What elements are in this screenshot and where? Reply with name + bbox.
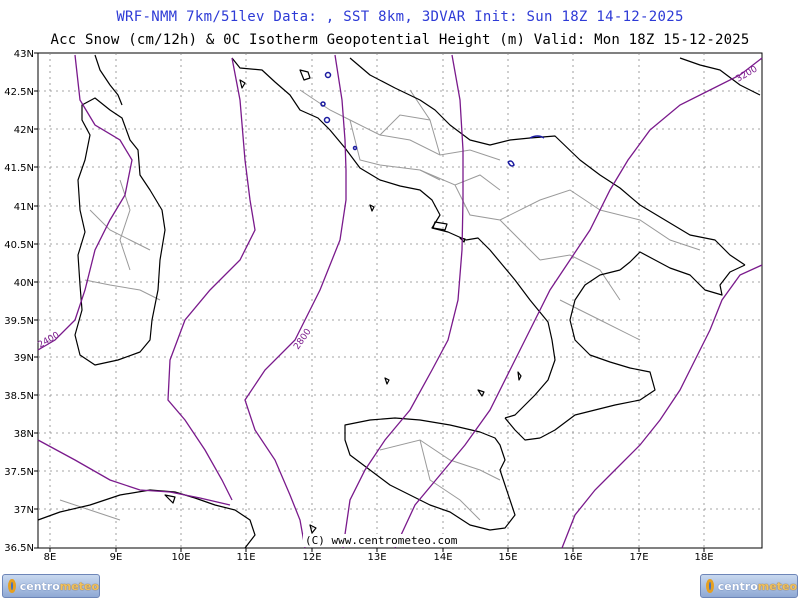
centrometeo-logo-right[interactable]: centro meteo [700, 574, 798, 598]
map-frame [37, 52, 763, 549]
lat-label: 40N [14, 278, 34, 289]
lat-label: 41.5N [4, 163, 34, 174]
isotherm-contours [37, 54, 763, 549]
lat-label: 40.5N [4, 240, 34, 251]
logo-globe-icon [706, 579, 714, 593]
lon-label: 17E [629, 552, 648, 563]
lon-label: 8E [44, 552, 57, 563]
title-field-info: Acc Snow (cm/12h) & 0C Isotherm Geopoten… [50, 32, 750, 48]
lon-label: 15E [498, 552, 517, 563]
longitude-labels: 8E 9E 10E 11E 12E 13E 14E 15E 16E 17E 18… [44, 552, 714, 563]
latitude-labels: 43N 42.5N 42N 41.5N 41N 40.5N 40N 39.5N … [4, 49, 34, 554]
lat-label: 42N [14, 125, 34, 136]
lon-label: 13E [367, 552, 386, 563]
lon-label: 18E [694, 552, 713, 563]
snow-contours [320, 71, 545, 167]
lat-label: 36.5N [4, 543, 34, 554]
logo-text-part2: meteo [757, 579, 797, 593]
logo-text-part1: centro [19, 579, 60, 593]
centrometeo-logo-left[interactable]: centro meteo [2, 574, 100, 598]
lon-label: 11E [236, 552, 255, 563]
lon-label: 16E [563, 552, 582, 563]
logo-text-part1: centro [717, 579, 758, 593]
lat-label: 39.5N [4, 316, 34, 327]
lat-label: 43N [14, 49, 34, 60]
credit-text: (C) www.centrometeo.com [303, 534, 460, 547]
lon-label: 12E [302, 552, 321, 563]
lat-label: 38.5N [4, 391, 34, 402]
logo-globe-icon [8, 579, 16, 593]
lat-label: 37N [14, 505, 34, 516]
lat-label: 42.5N [4, 87, 34, 98]
lat-label: 38N [14, 429, 34, 440]
lon-label: 10E [171, 552, 190, 563]
logo-text-part2: meteo [59, 579, 99, 593]
lat-label: 39N [14, 353, 34, 364]
frame-ticks [34, 52, 705, 552]
lon-label: 14E [433, 552, 452, 563]
lon-label: 9E [110, 552, 123, 563]
lat-label: 41N [14, 202, 34, 213]
title-model-info: WRF-NMM 7km/51lev Data: , SST 8km, 3DVAR… [116, 9, 684, 25]
lat-label: 37.5N [4, 467, 34, 478]
